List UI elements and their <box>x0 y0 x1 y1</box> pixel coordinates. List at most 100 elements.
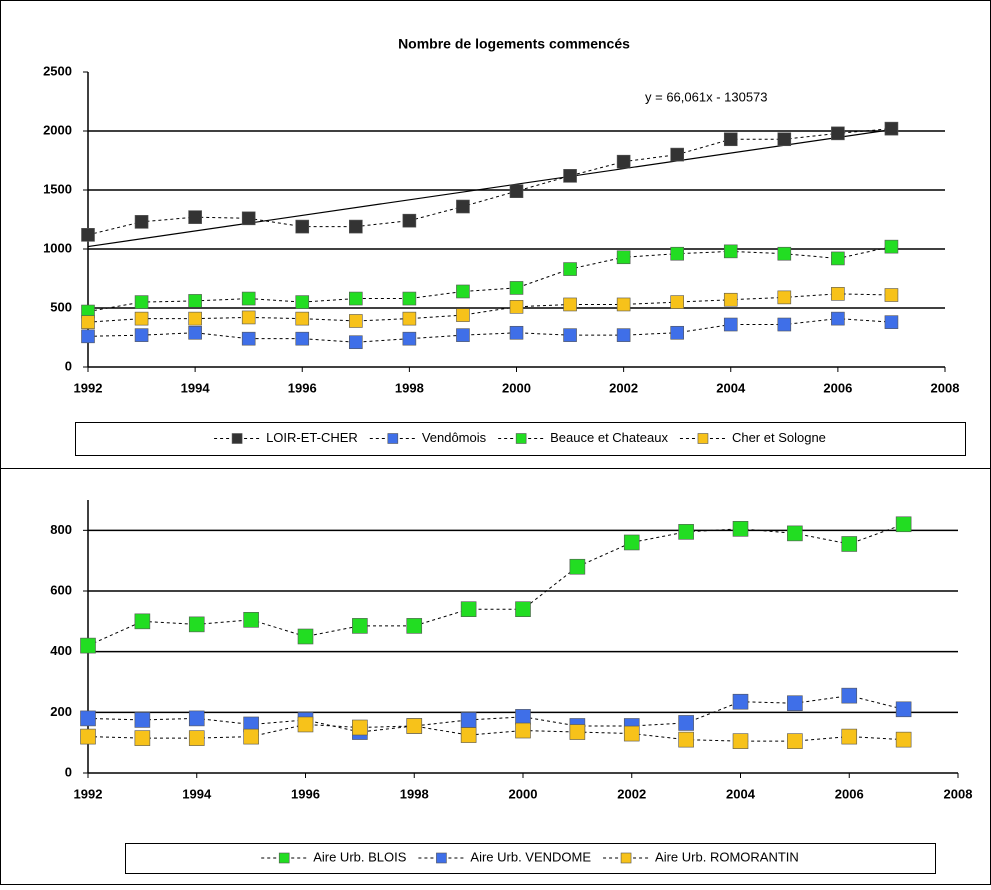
legend <box>125 843 936 874</box>
marker <box>723 317 738 332</box>
marker <box>456 199 470 214</box>
y-tick-label: 1000 <box>43 240 72 255</box>
marker <box>884 121 899 136</box>
chart-title: Nombre de logements commencés <box>398 36 630 52</box>
marker <box>616 250 631 265</box>
marker <box>509 184 524 198</box>
marker <box>297 628 314 645</box>
x-tick-label: 1994 <box>182 786 212 801</box>
x-tick-label: 1992 <box>74 380 103 395</box>
x-tick-label: 1996 <box>291 786 320 801</box>
legend-marker <box>387 433 399 444</box>
marker <box>349 291 363 306</box>
marker <box>80 637 96 654</box>
marker <box>456 308 470 322</box>
marker <box>563 169 577 183</box>
x-tick-label: 1998 <box>400 786 429 801</box>
x-tick-label: 2000 <box>509 786 538 801</box>
marker <box>243 612 259 628</box>
legend-label: Aire Urb. VENDOME <box>470 849 591 864</box>
marker <box>243 728 259 745</box>
marker <box>678 524 694 540</box>
legend-marker <box>620 852 632 864</box>
marker <box>732 733 749 749</box>
marker <box>509 281 524 295</box>
marker <box>616 297 631 312</box>
y-tick-label: 1500 <box>43 181 72 196</box>
marker <box>188 325 202 340</box>
marker <box>732 521 749 537</box>
series-line <box>87 318 892 343</box>
marker <box>241 310 256 325</box>
legend-label: Beauce et Chateaux <box>550 430 668 445</box>
marker <box>295 219 310 234</box>
marker <box>616 154 631 169</box>
legend-label: Vendômois <box>422 430 487 445</box>
marker <box>841 728 858 745</box>
y-tick-label: 2500 <box>43 63 72 78</box>
marker <box>787 733 803 749</box>
series-line <box>87 723 904 742</box>
marker <box>670 325 684 340</box>
marker <box>515 709 531 725</box>
series-line <box>87 246 892 313</box>
marker <box>134 328 149 342</box>
x-tick-label: 2008 <box>944 786 973 801</box>
marker <box>895 516 912 533</box>
marker <box>895 731 912 748</box>
marker <box>670 147 684 162</box>
marker <box>297 716 314 733</box>
legend-label: Aire Urb. ROMORANTIN <box>655 849 799 864</box>
marker <box>134 712 151 728</box>
marker <box>188 616 205 633</box>
y-tick-label: 800 <box>50 522 72 537</box>
x-tick-label: 2004 <box>726 786 756 801</box>
marker <box>81 228 95 242</box>
x-tick-label: 2006 <box>823 380 852 395</box>
legend-label: Aire Urb. BLOIS <box>313 849 407 864</box>
marker <box>134 311 149 326</box>
series-line <box>87 293 892 323</box>
legend-label: LOIR-ET-CHER <box>266 430 358 445</box>
marker <box>623 534 640 551</box>
marker <box>134 613 151 630</box>
marker <box>80 710 96 727</box>
x-tick-label: 2008 <box>931 380 960 395</box>
marker <box>349 335 363 350</box>
marker <box>241 211 256 226</box>
marker <box>777 132 792 147</box>
marker <box>406 618 423 634</box>
marker <box>616 328 631 342</box>
legend-marker <box>515 433 527 444</box>
marker <box>841 536 858 552</box>
marker <box>80 728 96 745</box>
trendline-label: y = 66,061x - 130573 <box>645 89 768 104</box>
y-tick-label: 200 <box>50 704 72 719</box>
marker <box>81 329 95 344</box>
marker <box>723 244 738 259</box>
x-tick-label: 1996 <box>288 380 317 395</box>
marker <box>678 715 694 731</box>
marker <box>456 284 470 299</box>
marker <box>787 525 803 542</box>
marker <box>670 295 684 309</box>
y-tick-label: 600 <box>50 582 72 597</box>
marker <box>188 710 205 727</box>
marker <box>895 701 912 718</box>
marker <box>188 294 202 308</box>
x-tick-label: 2004 <box>716 380 746 395</box>
x-tick-label: 2000 <box>502 380 531 395</box>
marker <box>402 213 417 228</box>
marker <box>569 558 586 575</box>
marker <box>188 210 202 224</box>
marker <box>188 730 205 746</box>
marker <box>460 712 477 728</box>
marker <box>623 725 640 742</box>
marker <box>352 618 368 634</box>
marker <box>841 687 858 704</box>
series-line <box>87 695 904 733</box>
legend-marker <box>231 433 243 444</box>
marker <box>509 325 524 340</box>
trendline <box>87 129 892 248</box>
